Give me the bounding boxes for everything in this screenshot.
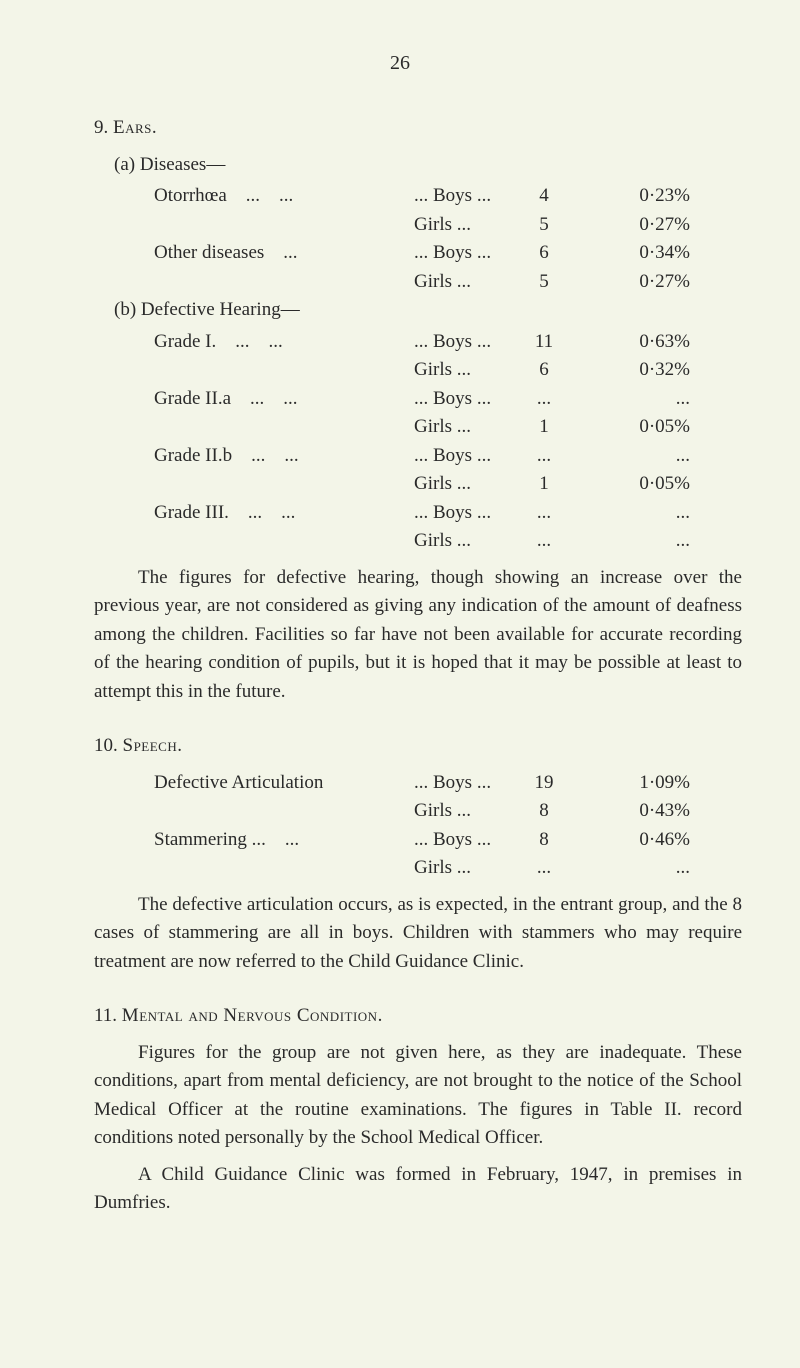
section-9a-title: Diseases— [140,154,225,175]
row-percent: 0·63% [582,328,690,357]
row-percent: ... [582,442,690,471]
section-11-number: 11. [94,1005,117,1026]
data-row: Otorrhœa ... ...... Boys ...40·23% [154,182,742,211]
data-row: Grade III. ... ...... Boys ......... [154,499,742,528]
row-count: ... [506,499,582,528]
section-9b-label: (b) [114,299,136,320]
row-percent: 0·05% [582,413,690,442]
row-gender: Girls ... [414,470,506,499]
section-9-paragraph: The figures for defective hearing, thoug… [94,564,742,707]
page-number: 26 [58,48,742,78]
section-10-paragraph: The defective articulation occurs, as is… [94,891,742,977]
row-count: 1 [506,413,582,442]
row-percent: 0·23% [582,182,690,211]
row-count: 8 [506,797,582,826]
row-percent: ... [582,854,690,883]
section-11-paragraph-2: A Child Guidance Clinic was formed in Fe… [94,1161,742,1218]
section-11-title: Mental and Nervous Condition. [122,1005,383,1026]
row-label: Grade I. ... ... [154,328,414,357]
section-11-header: 11. Mental and Nervous Condition. [94,1002,742,1031]
row-count: 1 [506,470,582,499]
row-percent: 0·34% [582,239,690,268]
row-percent: 0·43% [582,797,690,826]
row-gender: Girls ... [414,211,506,240]
row-label: Grade II.a ... ... [154,385,414,414]
row-gender: ... Boys ... [414,385,506,414]
data-row: Other diseases ...... Boys ...60·34% [154,239,742,268]
row-count: 11 [506,328,582,357]
section-9a: (a) Diseases— [114,151,742,180]
data-row: Girls ...50·27% [154,211,742,240]
section-9b-title: Defective Hearing— [141,299,300,320]
section-9-title: Ears. [113,117,157,138]
section-10-number: 10. [94,735,118,756]
row-gender: ... Boys ... [414,769,506,798]
row-label: Stammering ... ... [154,826,414,855]
row-label: Grade III. ... ... [154,499,414,528]
row-label: Grade II.b ... ... [154,442,414,471]
row-gender: ... Boys ... [414,239,506,268]
data-row: Grade II.b ... ...... Boys ......... [154,442,742,471]
data-row: Girls ......... [154,854,742,883]
row-gender: Girls ... [414,268,506,297]
section-10-title: Speech. [123,735,183,756]
section-11-paragraph-1: Figures for the group are not given here… [94,1039,742,1153]
row-count: 5 [506,211,582,240]
row-gender: Girls ... [414,797,506,826]
data-row: Girls ...60·32% [154,356,742,385]
row-gender: ... Boys ... [414,442,506,471]
row-count: 4 [506,182,582,211]
row-gender: ... Boys ... [414,826,506,855]
row-label: Defective Articulation [154,769,414,798]
row-count: 8 [506,826,582,855]
data-row: Grade I. ... ...... Boys ...110·63% [154,328,742,357]
row-gender: ... Boys ... [414,182,506,211]
data-row: Defective Articulation... Boys ...191·09… [154,769,742,798]
row-percent: 0·32% [582,356,690,385]
section-9a-label: (a) [114,154,135,175]
row-percent: 0·27% [582,211,690,240]
row-label: Other diseases ... [154,239,414,268]
row-count: 6 [506,356,582,385]
row-percent: ... [582,527,690,556]
row-count: 19 [506,769,582,798]
data-row: Girls ...10·05% [154,470,742,499]
row-gender: Girls ... [414,527,506,556]
row-percent: 0·46% [582,826,690,855]
row-gender: ... Boys ... [414,328,506,357]
data-row: Girls ...80·43% [154,797,742,826]
section-9b: (b) Defective Hearing— [114,296,742,325]
row-label: Otorrhœa ... ... [154,182,414,211]
data-row: Girls ...50·27% [154,268,742,297]
section-10-header: 10. Speech. [94,732,742,761]
section-9-number: 9. [94,117,108,138]
row-percent: 0·27% [582,268,690,297]
row-gender: Girls ... [414,356,506,385]
row-gender: Girls ... [414,413,506,442]
row-count: ... [506,527,582,556]
row-percent: 0·05% [582,470,690,499]
row-percent: 1·09% [582,769,690,798]
row-percent: ... [582,499,690,528]
data-row: Grade II.a ... ...... Boys ......... [154,385,742,414]
row-count: 5 [506,268,582,297]
section-9-header: 9. Ears. [94,114,742,143]
row-count: ... [506,385,582,414]
row-gender: Girls ... [414,854,506,883]
row-gender: ... Boys ... [414,499,506,528]
row-count: ... [506,442,582,471]
data-row: Girls ......... [154,527,742,556]
data-row: Girls ...10·05% [154,413,742,442]
row-count: ... [506,854,582,883]
row-percent: ... [582,385,690,414]
row-count: 6 [506,239,582,268]
data-row: Stammering ... ...... Boys ...80·46% [154,826,742,855]
